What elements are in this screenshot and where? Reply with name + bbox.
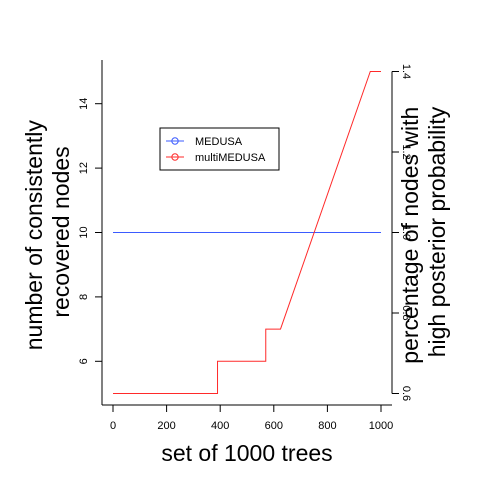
x-tick-label: 800 — [318, 420, 336, 432]
y-right-tick-label: 1.4 — [400, 64, 412, 79]
x-tick-label: 600 — [265, 420, 283, 432]
right-y-axis-title-line-2: high posterior probability — [424, 106, 450, 357]
y-right-tick-label: 0.8 — [400, 305, 412, 320]
y-right-tick-label: 1.2 — [400, 144, 412, 159]
left-y-axis-title: number of consistently recovered nodes — [21, 114, 74, 351]
right-y-axis-title: percentage of nodes with high posterior … — [397, 100, 450, 363]
y-left-tick-label: 10 — [78, 226, 90, 238]
x-axis-title: set of 1000 trees — [161, 440, 332, 466]
y-left-tick-label: 14 — [78, 98, 90, 110]
legend-marker-multimedusa — [171, 153, 179, 161]
tick-layer: 0 200 400 600 800 1000 6 8 10 12 14 0.6 0.8 1.0 1.2 1.4 — [78, 64, 412, 432]
legend-box — [159, 127, 280, 171]
legend-label-multimedusa: multiMEDUSA — [195, 152, 266, 164]
y-right-tick-label: 1.0 — [400, 225, 412, 240]
x-tick-label: 1000 — [369, 420, 393, 432]
legend-marker-medusa — [171, 137, 179, 145]
right-y-axis-title-line-1: percentage of nodes with — [397, 107, 423, 364]
series-layer — [113, 71, 381, 394]
y-left-tick-label: 12 — [78, 162, 90, 174]
legend: MEDUSA multiMEDUSA — [159, 127, 280, 171]
left-y-axis-title-line-1: number of consistently — [21, 120, 47, 351]
left-y-axis-title-line-2: recovered nodes — [48, 146, 74, 317]
x-tick-label: 0 — [110, 420, 116, 432]
x-tick-label: 400 — [211, 420, 229, 432]
series-line-multimedusa — [113, 71, 381, 394]
y-left-tick-label: 8 — [78, 294, 90, 300]
legend-label-medusa: MEDUSA — [195, 136, 243, 148]
y-left-tick-label: 6 — [78, 358, 90, 364]
x-tick-label: 200 — [157, 420, 175, 432]
y-right-tick-label: 0.6 — [400, 386, 412, 401]
